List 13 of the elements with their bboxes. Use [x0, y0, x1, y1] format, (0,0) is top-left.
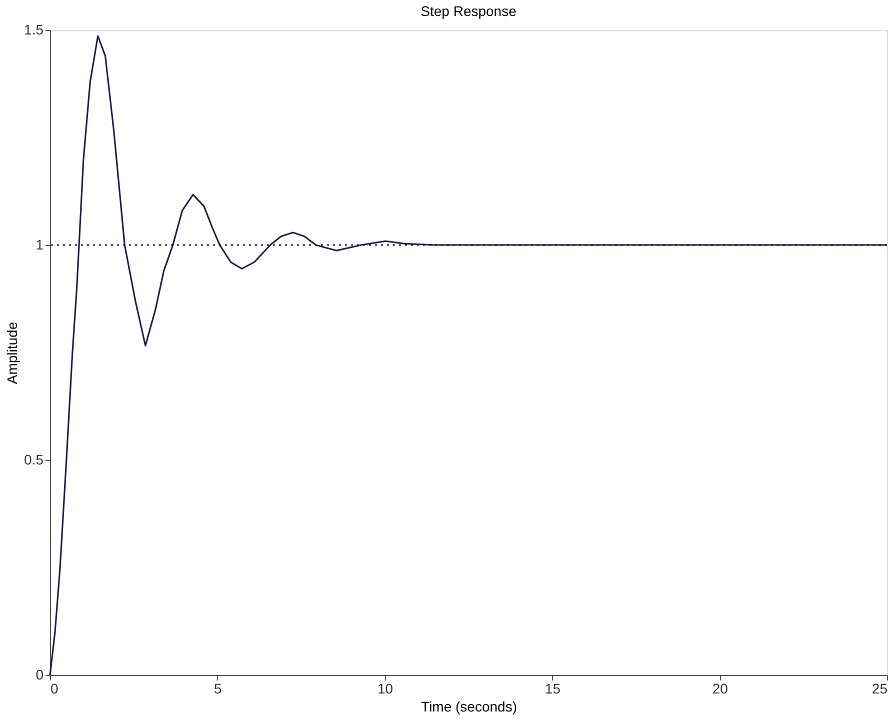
x-axis-title: Time (seconds)	[421, 698, 517, 714]
x-tick-label: 10	[378, 680, 394, 696]
x-tick-label: 20	[712, 680, 728, 696]
x-tick-label: 15	[544, 680, 561, 696]
y-axis-title: Amplitude	[4, 322, 20, 384]
y-tick-label: 1	[36, 236, 44, 252]
chart-title: Step Response	[420, 3, 517, 19]
x-tick-label: 25	[872, 680, 888, 696]
x-tick-label: 5	[214, 680, 222, 696]
y-tick-label: 1.5	[24, 22, 44, 38]
y-tick-label: 0.5	[24, 452, 44, 468]
y-tick-label: 0	[36, 666, 44, 682]
x-tick-label: 0	[50, 680, 58, 696]
